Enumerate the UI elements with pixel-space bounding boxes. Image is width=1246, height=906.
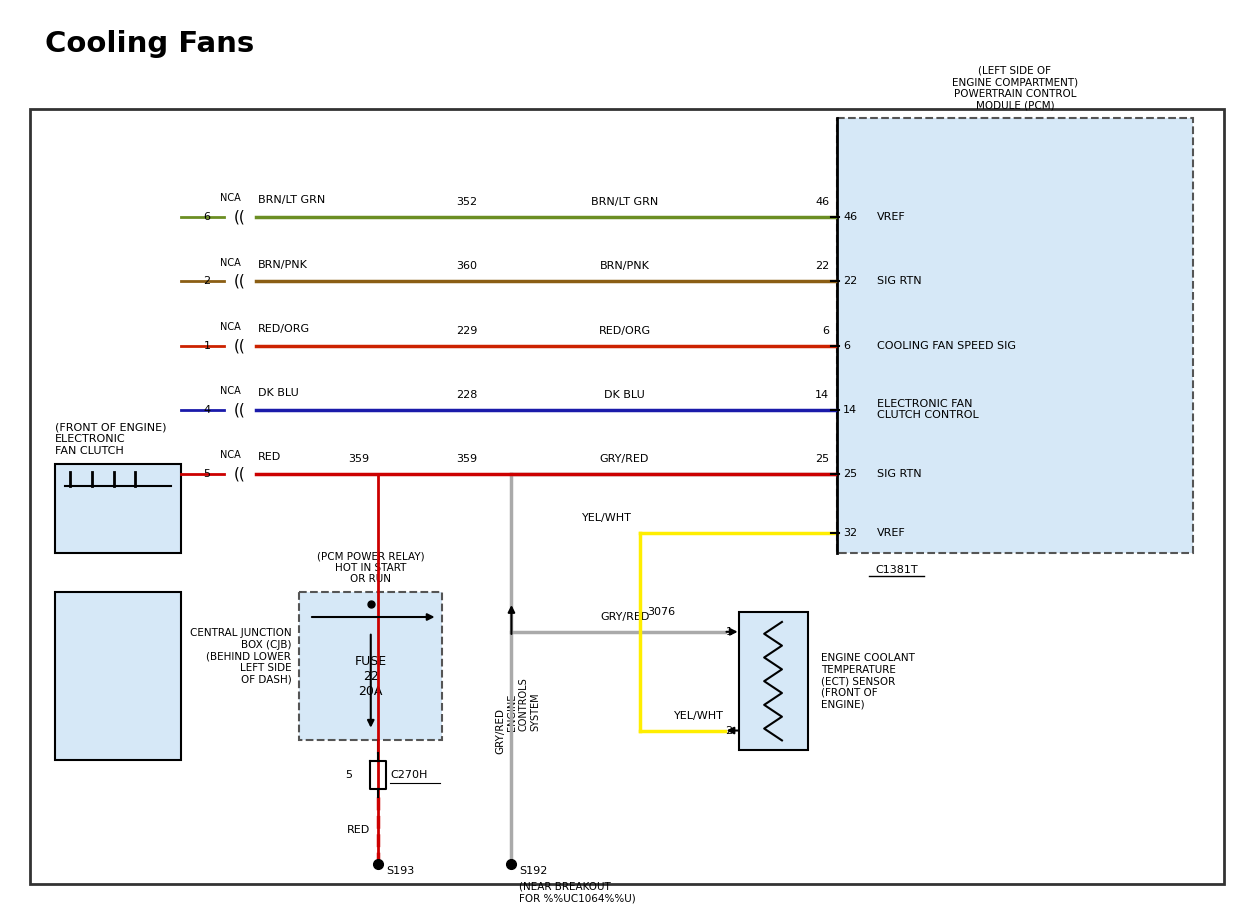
Text: 360: 360 [456, 262, 477, 272]
Text: BRN/LT GRN: BRN/LT GRN [258, 196, 325, 206]
Text: FUSE
22
20A: FUSE 22 20A [355, 655, 386, 698]
Text: NCA: NCA [219, 257, 240, 267]
Text: (PCM POWER RELAY)
HOT IN START
OR RUN: (PCM POWER RELAY) HOT IN START OR RUN [316, 551, 425, 584]
Text: 228: 228 [456, 390, 477, 400]
Text: C270H: C270H [390, 770, 427, 780]
Text: YEL/WHT: YEL/WHT [674, 710, 724, 720]
Text: (FRONT OF ENGINE)
ELECTRONIC
FAN CLUTCH: (FRONT OF ENGINE) ELECTRONIC FAN CLUTCH [55, 423, 167, 456]
Bar [299, 593, 442, 740]
Text: 14: 14 [844, 405, 857, 415]
Text: NCA: NCA [219, 322, 240, 332]
Text: 3076: 3076 [648, 607, 675, 617]
Text: 1: 1 [725, 627, 733, 637]
Text: S193: S193 [386, 866, 415, 876]
Text: ((: (( [234, 209, 245, 225]
Text: ENGINE
CONTROLS
SYSTEM: ENGINE CONTROLS SYSTEM [507, 677, 540, 730]
Text: VREF: VREF [877, 528, 906, 538]
Text: 22: 22 [815, 262, 830, 272]
Text: BRN/PNK: BRN/PNK [599, 262, 649, 272]
Text: C1381T: C1381T [875, 564, 918, 574]
Text: 6: 6 [203, 212, 211, 222]
Text: 5: 5 [345, 770, 353, 780]
Text: SIG RTN: SIG RTN [877, 276, 921, 286]
Text: ((: (( [234, 402, 245, 417]
Text: ELECTRONIC FAN
CLUTCH CONTROL: ELECTRONIC FAN CLUTCH CONTROL [877, 399, 978, 420]
Text: ((: (( [234, 467, 245, 481]
Text: YEL/WHT: YEL/WHT [582, 513, 632, 524]
Text: 25: 25 [815, 454, 830, 464]
Text: 46: 46 [844, 212, 857, 222]
Text: 6: 6 [844, 341, 850, 351]
Text: 1: 1 [203, 341, 211, 351]
Text: 2: 2 [725, 726, 733, 736]
Text: 4: 4 [203, 405, 211, 415]
Text: Cooling Fans: Cooling Fans [46, 31, 254, 58]
Text: SIG RTN: SIG RTN [877, 469, 921, 479]
Text: S192: S192 [520, 866, 548, 876]
Text: 5: 5 [203, 469, 211, 479]
Text: 14: 14 [815, 390, 830, 400]
Text: DK BLU: DK BLU [258, 388, 299, 398]
Text: 359: 359 [348, 454, 369, 464]
Text: VREF: VREF [877, 212, 906, 222]
Text: RED/ORG: RED/ORG [598, 325, 650, 335]
Text: 46: 46 [815, 198, 830, 207]
Text: 2: 2 [203, 276, 211, 286]
Text: ((: (( [234, 274, 245, 289]
Text: 32: 32 [844, 528, 857, 538]
Text: 25: 25 [844, 469, 857, 479]
Bar [55, 464, 181, 553]
Text: GRY/RED: GRY/RED [601, 612, 649, 622]
Bar [837, 119, 1192, 553]
Text: NCA: NCA [219, 193, 240, 203]
Text: GRY/RED: GRY/RED [496, 708, 506, 754]
Text: COOLING FAN SPEED SIG: COOLING FAN SPEED SIG [877, 341, 1015, 351]
Text: 352: 352 [456, 198, 477, 207]
Text: BRN/PNK: BRN/PNK [258, 259, 308, 269]
Bar [55, 593, 181, 760]
Text: 229: 229 [456, 325, 477, 335]
Text: (LEFT SIDE OF
ENGINE COMPARTMENT)
POWERTRAIN CONTROL
MODULE (PCM): (LEFT SIDE OF ENGINE COMPARTMENT) POWERT… [952, 66, 1078, 111]
Text: DK BLU: DK BLU [604, 390, 645, 400]
Text: NCA: NCA [219, 450, 240, 460]
Text: RED: RED [258, 452, 282, 462]
Text: NCA: NCA [219, 386, 240, 396]
Text: 22: 22 [844, 276, 857, 286]
Text: 6: 6 [822, 325, 830, 335]
Text: ((: (( [234, 338, 245, 353]
Bar [739, 612, 807, 750]
Text: RED: RED [348, 825, 370, 835]
Text: (NEAR BREAKOUT
FOR %%UC1064%%U): (NEAR BREAKOUT FOR %%UC1064%%U) [520, 882, 637, 903]
Bar [30, 109, 1225, 883]
Text: ENGINE COOLANT
TEMPERATURE
(ECT) SENSOR
(FRONT OF
ENGINE): ENGINE COOLANT TEMPERATURE (ECT) SENSOR … [821, 653, 916, 709]
Text: 359: 359 [456, 454, 477, 464]
Text: BRN/LT GRN: BRN/LT GRN [591, 198, 658, 207]
Text: RED/ORG: RED/ORG [258, 323, 310, 333]
Text: GRY/RED: GRY/RED [599, 454, 649, 464]
Text: CENTRAL JUNCTION
BOX (CJB)
(BEHIND LOWER
LEFT SIDE
OF DASH): CENTRAL JUNCTION BOX (CJB) (BEHIND LOWER… [189, 628, 292, 685]
